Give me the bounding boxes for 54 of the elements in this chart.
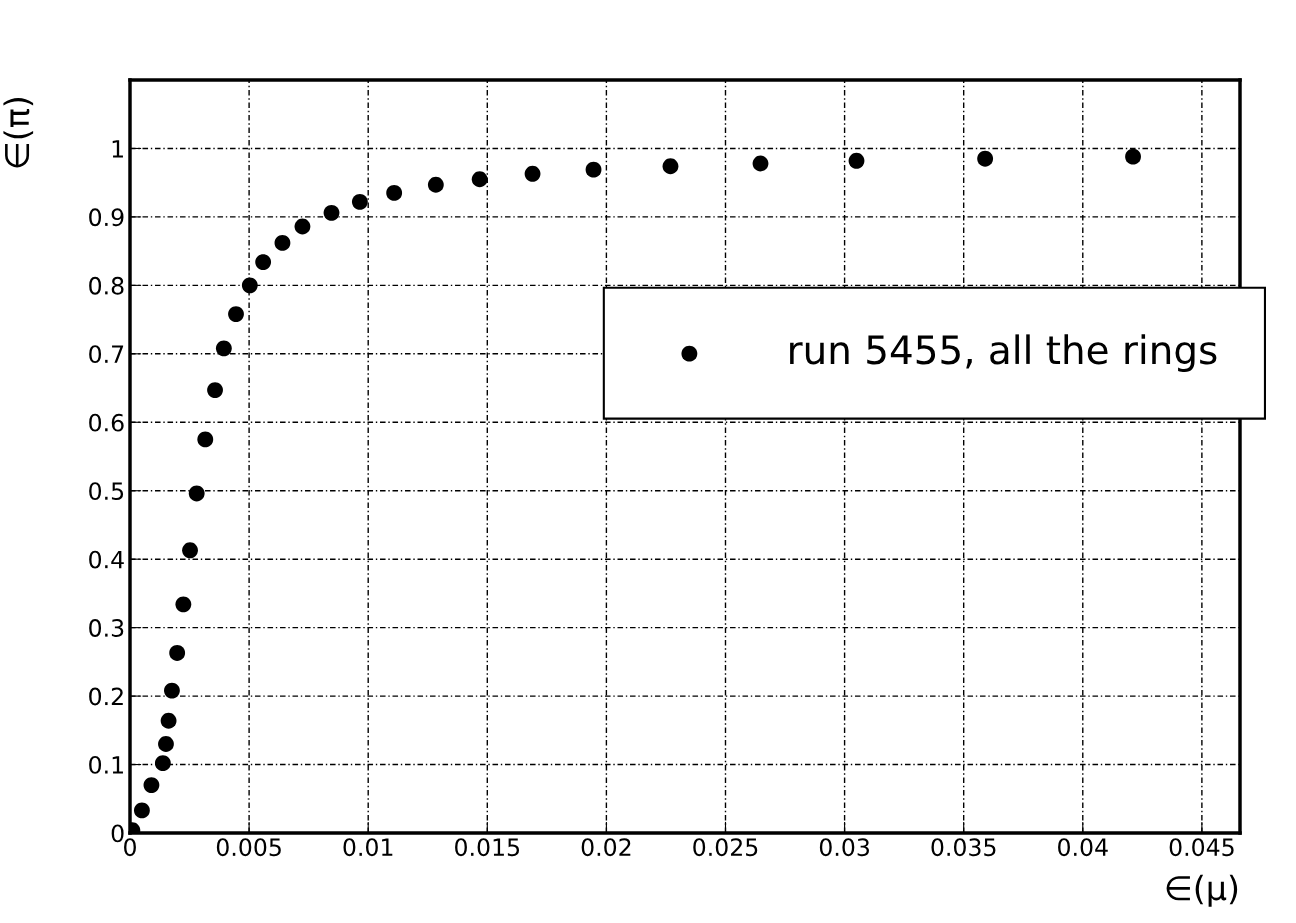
point [160,712,177,729]
y-tick-label: 0.9 [89,208,124,227]
x-tick-label: 0.03 [819,838,869,857]
y-tick-label: 0.4 [89,550,124,569]
point [158,736,174,752]
point [274,235,291,251]
y-tick-label: 0.5 [89,482,124,501]
point [164,682,180,699]
point [154,755,171,772]
point [524,165,541,182]
point [294,218,311,235]
x-tick-label: 0.04 [1058,838,1108,857]
point [386,185,403,201]
point [351,193,368,210]
point [255,254,272,271]
point [215,340,232,357]
y-tick-label: 1 [112,140,123,158]
x-axis-title: ∈(μ) [1166,874,1238,907]
point [977,150,994,167]
point [752,155,769,172]
x-tick-label: 0.015 [455,838,520,857]
y-tick-label: 0.1 [89,755,123,774]
point [175,596,192,613]
y-axis-title: ∈(π) [3,98,34,168]
x-tick-label: 0.035 [931,838,996,857]
point [188,485,205,502]
point [143,777,160,793]
x-tick-label: 0 [124,838,136,857]
point [207,382,223,399]
point [427,176,444,193]
point [662,158,679,175]
x-tick-label: 0.01 [343,838,393,857]
y-tick-label: 0.3 [89,619,124,637]
x-tick-label: 0.02 [581,838,631,857]
point [182,542,198,559]
point [1125,148,1141,165]
point [228,306,244,323]
y-tick-label: 0.7 [89,345,124,364]
point [133,802,150,819]
point [848,152,865,169]
y-tick-label: 0.2 [89,687,123,706]
point [471,171,488,188]
y-tick-label: 0.8 [89,276,124,295]
x-tick-label: 0.045 [1169,838,1234,857]
y-tick-label: 0 [111,824,124,843]
point [585,161,602,178]
x-tick-label: 0.005 [216,838,281,857]
y-tick-label: 0.6 [89,413,124,432]
point [241,277,258,294]
legend-label: run 5455, all the rings [790,334,1217,372]
point [323,204,340,221]
point [169,645,186,661]
x-tick-label: 0.025 [693,838,758,857]
point [197,431,214,448]
